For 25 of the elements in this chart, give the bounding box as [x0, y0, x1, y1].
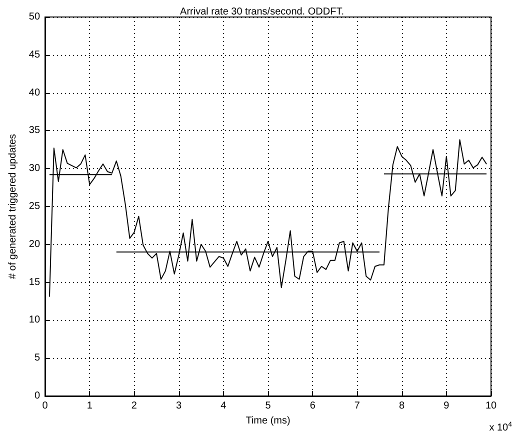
x-tick-label: 2 — [131, 400, 138, 412]
y-tick-label: 50 — [28, 12, 40, 22]
y-tick-label: 40 — [28, 87, 40, 98]
x-tick-label: 5 — [265, 400, 272, 412]
x-tick-label: 3 — [176, 400, 182, 412]
x-axis-title: Time (ms) — [246, 415, 290, 426]
x-tick-label: 9 — [444, 400, 450, 412]
y-tick-label: 35 — [28, 125, 40, 136]
x-tick-label: 10 — [485, 400, 497, 412]
chart-title: Arrival rate 30 trans/second. ODDFT. — [180, 6, 344, 18]
x-tick-label: 4 — [220, 400, 227, 412]
x-tick-label: 8 — [399, 400, 406, 412]
x-tick-label: 7 — [354, 400, 360, 412]
y-tick-label: 10 — [28, 314, 40, 326]
x-tick-label: 1 — [86, 400, 93, 412]
y-tick-label: 5 — [34, 352, 40, 364]
x-tick-label: 6 — [310, 400, 316, 412]
y-tick-label: 25 — [28, 201, 40, 212]
y-tick-label: 45 — [28, 49, 40, 60]
y-tick-label: 20 — [28, 238, 40, 250]
y-tick-label: 15 — [28, 276, 40, 288]
y-axis-title: # of generated triggered updates — [8, 134, 18, 280]
y-tick-label: 0 — [34, 390, 40, 402]
y-tick-label: 30 — [28, 163, 40, 174]
x-tick-label: 0 — [42, 400, 48, 412]
